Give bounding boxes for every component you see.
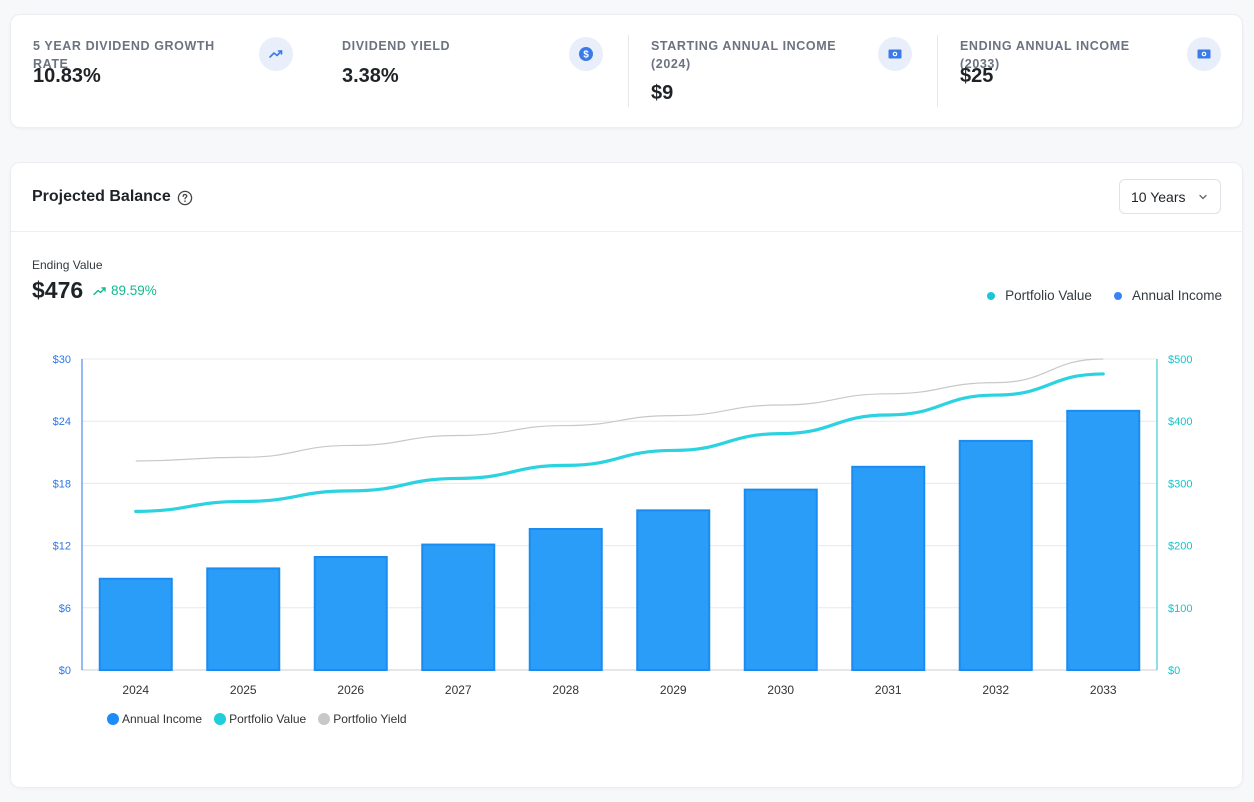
legend-item-portfolio-yield[interactable]: Portfolio Yield	[318, 712, 407, 726]
divider	[937, 35, 938, 107]
dollar-coin-icon: $	[569, 37, 603, 71]
divider	[628, 35, 629, 107]
stat-value: $25	[960, 65, 994, 87]
right-tick-label: $300	[1168, 478, 1192, 490]
legend-label: Portfolio Yield	[333, 712, 407, 726]
stats-card: 5 YEAR DIVIDEND GROWTH RATE 10.83% DIVID…	[10, 14, 1243, 128]
x-tick-label: 2029	[660, 683, 687, 697]
legend-dot	[987, 291, 996, 300]
left-tick-label: $6	[59, 603, 71, 615]
bar-annual-income	[958, 439, 1033, 671]
card-title: Projected Balance	[32, 188, 171, 205]
bar-annual-income	[636, 509, 711, 671]
stat-value: 10.83%	[33, 65, 101, 87]
legend-label: Annual Income	[1131, 288, 1222, 303]
bar-annual-income	[851, 465, 926, 671]
bar-annual-income	[1066, 409, 1141, 671]
legend-dot	[107, 713, 119, 725]
bottom-legend: Annual Income Portfolio Value Portfolio …	[107, 712, 407, 726]
stat-dividend-growth: 5 YEAR DIVIDEND GROWTH RATE 10.83%	[11, 15, 311, 129]
x-tick-label: 2028	[552, 683, 579, 697]
right-tick-label: $400	[1168, 416, 1192, 428]
bar-annual-income	[743, 488, 818, 671]
x-tick-label: 2030	[767, 683, 794, 697]
ending-change: 89.59%	[93, 283, 157, 298]
legend-label: Portfolio Value	[229, 712, 307, 726]
ending-value: $476	[32, 277, 84, 303]
bar-annual-income	[528, 528, 603, 671]
cash-icon	[878, 37, 912, 71]
period-select-value: 10 Years	[1131, 189, 1186, 205]
legend-label: Portfolio Value	[1005, 288, 1092, 303]
legend-dot	[318, 713, 331, 725]
legend-dot	[214, 713, 227, 725]
stat-label: STARTING ANNUAL INCOME (2024)	[651, 39, 837, 71]
projected-balance-card: Projected Balance 10 Years Ending Value …	[10, 162, 1243, 788]
trending-up-icon	[93, 286, 106, 295]
cash-icon	[1187, 37, 1221, 71]
legend-item-annual-income[interactable]: Annual Income	[1113, 288, 1222, 303]
stat-value: 3.38%	[342, 65, 399, 87]
card-header: Projected Balance 10 Years	[11, 163, 1242, 232]
x-tick-label: 2027	[445, 683, 472, 697]
trending-up-icon	[259, 37, 293, 71]
svg-text:$: $	[583, 50, 589, 61]
left-tick-label: $0	[59, 665, 71, 677]
stat-value: $9	[651, 82, 674, 104]
left-tick-label: $18	[53, 478, 71, 490]
legend-item-annual-income[interactable]: Annual Income	[107, 712, 202, 726]
help-icon[interactable]	[177, 190, 193, 206]
legend-item-portfolio-value[interactable]: Portfolio Value	[214, 712, 306, 726]
x-tick-label: 2026	[337, 683, 364, 697]
legend-dot	[1113, 291, 1122, 300]
right-tick-label: $100	[1168, 603, 1192, 615]
bar-annual-income	[313, 556, 388, 671]
x-tick-label: 2025	[230, 683, 257, 697]
right-tick-label: $200	[1168, 541, 1192, 553]
bar-annual-income	[206, 567, 281, 672]
projected-balance-chart: $0 $6 $12 $18 $24 $30 $0 $100 $200 $300 $400 $500 20…	[53, 354, 1193, 697]
x-tick-label: 2031	[875, 683, 902, 697]
legend-item-portfolio-value[interactable]: Portfolio Value	[987, 288, 1092, 303]
stat-starting-income: STARTING ANNUAL INCOME (2024) $9	[629, 15, 929, 129]
bar-annual-income	[98, 577, 173, 672]
left-tick-label: $12	[53, 541, 71, 553]
left-tick-label: $24	[53, 416, 71, 428]
ending-value-label: Ending Value	[32, 258, 103, 272]
right-tick-label: $0	[1168, 665, 1180, 677]
stat-ending-income: ENDING ANNUAL INCOME (2033) $25	[938, 15, 1238, 129]
stat-label: ENDING ANNUAL INCOME (2033)	[960, 39, 1130, 71]
period-select[interactable]: 10 Years	[1119, 179, 1221, 214]
stat-dividend-yield: DIVIDEND YIELD 3.38% $	[320, 15, 620, 129]
right-tick-label: $500	[1168, 354, 1192, 366]
top-legend: Portfolio Value Annual Income	[987, 288, 1222, 303]
x-tick-label: 2024	[122, 683, 149, 697]
ending-change-value: 89.59%	[111, 283, 157, 298]
bar-annual-income	[421, 543, 496, 671]
line-portfolio-yield	[135, 358, 1104, 462]
left-tick-label: $30	[53, 354, 71, 366]
stat-label: 5 YEAR DIVIDEND GROWTH RATE	[33, 39, 215, 71]
chevron-down-icon	[1199, 194, 1207, 200]
x-tick-label: 2032	[982, 683, 1009, 697]
x-tick-label: 2033	[1090, 683, 1117, 697]
stat-label: DIVIDEND YIELD	[342, 39, 451, 53]
legend-label: Annual Income	[122, 712, 203, 726]
line-portfolio-value	[134, 372, 1105, 513]
